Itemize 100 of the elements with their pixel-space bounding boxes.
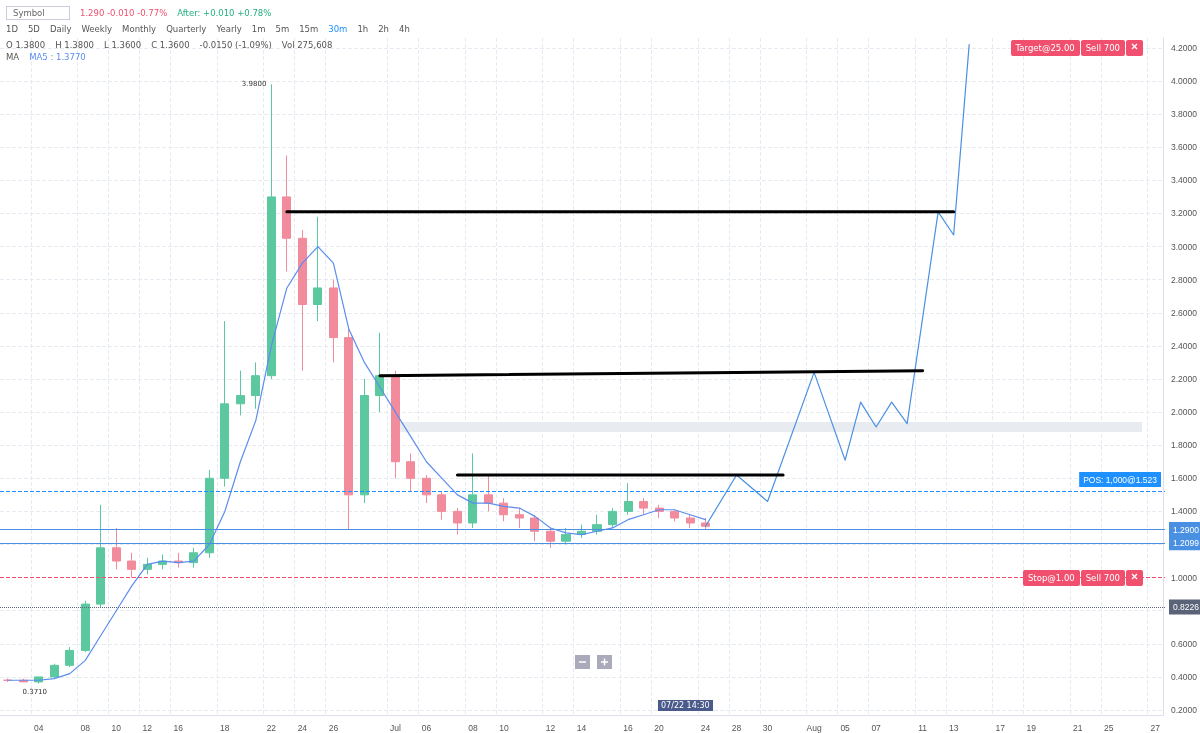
ref-line-label: POS: 1,000@1.523 xyxy=(1083,474,1158,485)
x-tick-label: 10 xyxy=(111,723,122,733)
text: 1D xyxy=(6,24,18,34)
line-series xyxy=(704,44,970,527)
text: 5D xyxy=(27,24,40,34)
x-tick-label: 05 xyxy=(840,723,851,733)
annotation: -0.0150 (-1.09%) xyxy=(199,40,272,50)
candlestick xyxy=(468,452,477,529)
annotation: Stop@1.00 xyxy=(1022,570,1080,586)
text: Symbol xyxy=(6,6,70,20)
candlestick xyxy=(205,469,214,559)
candlestick xyxy=(96,504,105,608)
annotation: 07/22 14:30 xyxy=(658,700,713,711)
ref-line-label: 1.2900 xyxy=(1173,524,1200,535)
candlestick xyxy=(112,527,121,570)
candlestick xyxy=(406,452,415,493)
x-tick-label: Aug xyxy=(806,723,822,733)
y-tick-label: 2.2000 xyxy=(1171,373,1198,384)
annotation: H 1.3800 xyxy=(55,40,94,50)
y-tick-label: 1.0000 xyxy=(1171,572,1198,583)
candlestick xyxy=(437,491,446,521)
text: Yearly xyxy=(216,24,242,34)
y-tick-label: 2.8000 xyxy=(1171,274,1198,285)
x-tick-label: 04 xyxy=(34,723,44,733)
x-tick-label: 22 xyxy=(266,723,277,733)
text: After: +0.010 +0.78% xyxy=(177,8,272,18)
y-tick-label: 3.2000 xyxy=(1171,208,1198,219)
x-tick-label: 11 xyxy=(918,723,928,733)
annotation: MA xyxy=(6,52,20,62)
x-tick-label: Jul xyxy=(389,723,401,733)
candlestick xyxy=(499,497,508,522)
y-tick-label: 2.6000 xyxy=(1171,307,1198,318)
candlestick xyxy=(251,361,260,410)
x-tick-label: 10 xyxy=(499,723,509,733)
candlestick xyxy=(686,514,695,529)
candlestick xyxy=(313,216,322,322)
y-tick-label: 1.6000 xyxy=(1171,473,1198,484)
candlestick xyxy=(220,320,229,488)
text: Daily xyxy=(49,24,72,34)
candlestick xyxy=(282,155,291,272)
x-tick-label: 13 xyxy=(948,723,959,733)
text: 1m xyxy=(251,24,266,34)
candlestick xyxy=(344,328,353,531)
x-tick-label: 16 xyxy=(623,723,634,733)
x-tick-label: 07 xyxy=(871,723,882,733)
candlestick xyxy=(624,482,633,516)
x-tick-label: 27 xyxy=(1150,723,1161,733)
annotation: C 1.3600 xyxy=(151,40,190,50)
y-tick-label: 3.4000 xyxy=(1171,175,1198,186)
x-tick-label: 17 xyxy=(995,723,1006,733)
y-tick-label: 4.0000 xyxy=(1171,76,1198,87)
x-tick-label: 25 xyxy=(1103,723,1114,733)
candlestick xyxy=(530,514,539,542)
candlestick xyxy=(484,474,493,512)
x-tick-label: 18 xyxy=(220,723,230,733)
annotation: O 1.3800 xyxy=(6,40,46,50)
x-tick-label: 08 xyxy=(468,723,478,733)
y-tick-label: 2.4000 xyxy=(1171,340,1198,351)
x-tick-label: 12 xyxy=(545,723,556,733)
y-tick-label: 2.0000 xyxy=(1171,407,1198,418)
text: 1.290 -0.010 -0.77% xyxy=(80,8,168,18)
x-tick-label: 21 xyxy=(1072,723,1083,733)
text: 2h xyxy=(378,24,389,34)
x-tick-label: 19 xyxy=(1026,723,1037,733)
y-tick-label: 4.2000 xyxy=(1171,42,1198,53)
text: 4h xyxy=(399,24,410,34)
candlestick xyxy=(670,509,679,522)
candlestick xyxy=(391,370,400,479)
candlestick xyxy=(50,663,59,680)
x-tick-label: 28 xyxy=(731,723,742,733)
candlestick xyxy=(515,507,524,529)
x-tick-label: 24 xyxy=(297,723,308,733)
candlestick xyxy=(360,378,369,504)
text: Weekly xyxy=(81,24,113,34)
x-tick-label: 14 xyxy=(576,723,587,733)
x-tick-label: 16 xyxy=(173,723,184,733)
y-tick-label: 1.4000 xyxy=(1171,506,1198,517)
candlestick xyxy=(453,507,462,536)
annotation: Vol 275,608 xyxy=(281,40,333,50)
x-tick-label: 24 xyxy=(700,723,711,733)
annotation: Sell 700 xyxy=(1080,40,1125,56)
ref-line-label: 0.8226 xyxy=(1173,601,1200,612)
y-tick-label: 0.4000 xyxy=(1171,671,1198,682)
y-tick-label: 3.8000 xyxy=(1171,109,1198,120)
candlestick xyxy=(546,527,555,549)
annotation: Target@25.00 xyxy=(1010,40,1080,56)
y-tick-label: 1.8000 xyxy=(1171,440,1198,451)
x-tick-label: 12 xyxy=(142,723,153,733)
candlestick xyxy=(267,83,276,380)
candlestick xyxy=(422,474,431,504)
candlestick xyxy=(81,600,90,653)
candlestick xyxy=(236,370,245,416)
candlestick xyxy=(639,497,648,516)
y-tick-label: 0.6000 xyxy=(1171,638,1198,649)
text: Monthly xyxy=(122,24,157,34)
text: 15m xyxy=(299,24,319,34)
candlestick xyxy=(298,229,307,372)
annotation: Sell 700 xyxy=(1080,570,1125,586)
y-tick-label: 0.2000 xyxy=(1171,705,1198,716)
ref-line-label: 1.2099 xyxy=(1173,537,1200,548)
